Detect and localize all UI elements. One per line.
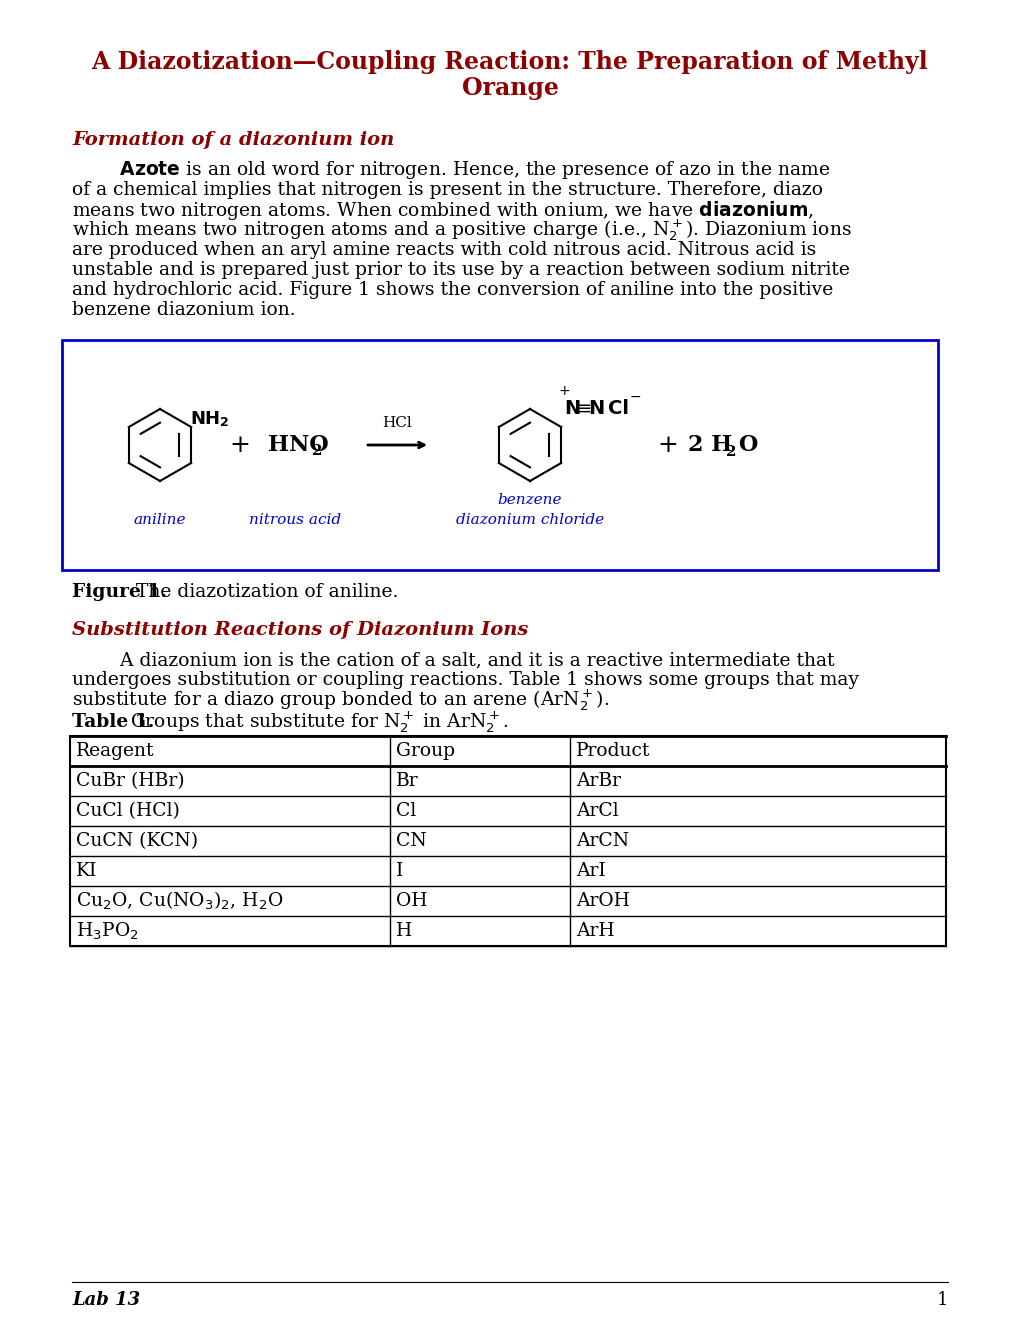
Text: 1: 1 <box>935 1291 947 1309</box>
Text: benzene
diazonium chloride: benzene diazonium chloride <box>455 494 603 527</box>
Bar <box>62 341 937 570</box>
Text: which means two nitrogen atoms and a positive charge (i.e., N$_2^+$). Diazonium : which means two nitrogen atoms and a pos… <box>72 218 851 243</box>
Text: ArCN: ArCN <box>576 832 629 850</box>
Text: CN: CN <box>395 832 426 850</box>
Text: 2: 2 <box>220 417 228 429</box>
Text: 2 H: 2 H <box>688 434 732 455</box>
Text: H$_3$PO$_2$: H$_3$PO$_2$ <box>76 920 139 941</box>
Text: Cl: Cl <box>395 803 416 820</box>
Text: Br: Br <box>395 772 418 789</box>
Text: Formation of a diazonium ion: Formation of a diazonium ion <box>72 131 394 149</box>
Text: Cu$_2$O, Cu(NO$_3$)$_2$, H$_2$O: Cu$_2$O, Cu(NO$_3$)$_2$, H$_2$O <box>76 890 283 912</box>
Text: benzene diazonium ion.: benzene diazonium ion. <box>72 301 296 319</box>
Text: A diazonium ion is the cation of a salt, and it is a reactive intermediate that: A diazonium ion is the cation of a salt,… <box>72 651 834 669</box>
Text: The diazotization of aniline.: The diazotization of aniline. <box>136 583 398 601</box>
Text: are produced when an aryl amine reacts with cold nitrous acid. Nitrous acid is: are produced when an aryl amine reacts w… <box>72 242 815 259</box>
Text: Substitution Reactions of Diazonium Ions: Substitution Reactions of Diazonium Ions <box>72 620 528 639</box>
Text: A Diazotization—Coupling Reaction: The Preparation of Methyl: A Diazotization—Coupling Reaction: The P… <box>92 50 927 74</box>
Text: Groups that substitute for N$_2^+$ in ArN$_2^+$.: Groups that substitute for N$_2^+$ in Ar… <box>129 709 508 735</box>
Text: N: N <box>587 400 603 418</box>
Text: Reagent: Reagent <box>76 742 154 760</box>
Text: CuBr (HBr): CuBr (HBr) <box>76 772 184 789</box>
Text: Lab 13: Lab 13 <box>72 1291 140 1309</box>
Text: undergoes substitution or coupling reactions. Table 1 shows some groups that may: undergoes substitution or coupling react… <box>72 671 858 689</box>
Text: HCl: HCl <box>382 416 412 430</box>
Text: NH: NH <box>190 411 220 428</box>
Text: Table 1.: Table 1. <box>72 713 154 731</box>
Text: substitute for a diazo group bonded to an arene (ArN$_2^+$).: substitute for a diazo group bonded to a… <box>72 688 608 713</box>
Text: $\mathbf{Azote}$ is an old word for nitrogen. Hence, the presence of azo in the : $\mathbf{Azote}$ is an old word for nitr… <box>72 158 829 181</box>
Text: 2: 2 <box>312 444 322 458</box>
Text: KI: KI <box>76 862 97 880</box>
Text: ArI: ArI <box>576 862 605 880</box>
Text: Group: Group <box>395 742 454 760</box>
Text: 2: 2 <box>726 445 736 459</box>
Text: N: N <box>564 400 580 418</box>
Text: CuCN (KCN): CuCN (KCN) <box>76 832 198 850</box>
Text: ArBr: ArBr <box>576 772 621 789</box>
Text: CuCl (HCl): CuCl (HCl) <box>76 803 179 820</box>
Text: Product: Product <box>576 742 650 760</box>
Text: Orange: Orange <box>462 77 557 100</box>
Text: ArOH: ArOH <box>576 892 630 909</box>
Text: HNO: HNO <box>268 434 328 455</box>
Text: +: + <box>657 433 678 457</box>
Text: nitrous acid: nitrous acid <box>249 513 340 527</box>
Text: ArCl: ArCl <box>576 803 618 820</box>
Text: Figure 1.: Figure 1. <box>72 583 167 601</box>
Text: H: H <box>395 921 412 940</box>
Text: ArH: ArH <box>576 921 614 940</box>
Bar <box>70 737 945 946</box>
Text: +: + <box>557 384 570 399</box>
Text: I: I <box>395 862 403 880</box>
Text: and hydrochloric acid. Figure 1 shows the conversion of aniline into the positiv: and hydrochloric acid. Figure 1 shows th… <box>72 281 833 300</box>
Text: of a chemical implies that nitrogen is present in the structure. Therefore, diaz: of a chemical implies that nitrogen is p… <box>72 181 822 199</box>
Text: Cl: Cl <box>607 400 629 418</box>
Text: unstable and is prepared just prior to its use by a reaction between sodium nitr: unstable and is prepared just prior to i… <box>72 261 849 279</box>
Text: OH: OH <box>395 892 427 909</box>
Text: ≡: ≡ <box>576 400 591 418</box>
Text: −: − <box>630 389 641 404</box>
Text: +: + <box>229 433 251 457</box>
Text: O: O <box>738 434 757 455</box>
Text: aniline: aniline <box>133 513 186 527</box>
Text: means two nitrogen atoms. When combined with onium, we have $\mathbf{diazonium}$: means two nitrogen atoms. When combined … <box>72 198 813 222</box>
